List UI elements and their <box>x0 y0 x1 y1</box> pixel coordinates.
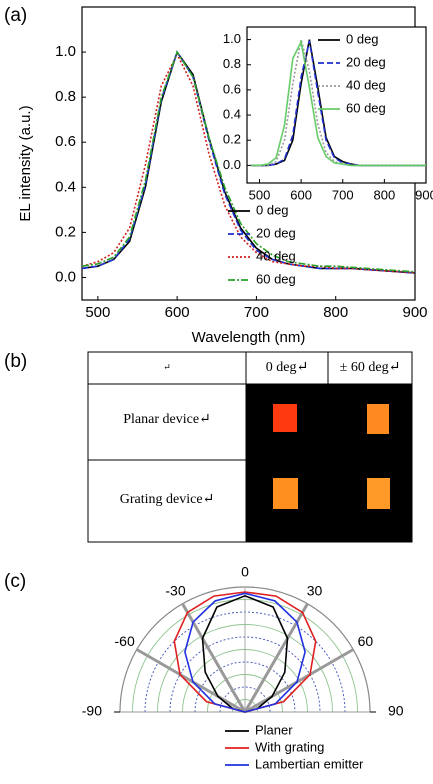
y-tick-label: 0.2 <box>55 223 76 240</box>
angle-spoke <box>135 648 246 714</box>
table-header: ↵ <box>163 362 171 372</box>
x-tick-label: 900 <box>402 304 427 321</box>
legend-label: 20 deg <box>256 225 296 240</box>
x-tick-label: 500 <box>85 304 110 321</box>
x-tick-label: 700 <box>244 304 269 321</box>
x-tick-label: 600 <box>165 304 190 321</box>
legend-label: 20 deg <box>346 54 386 69</box>
angle-label: 30 <box>307 582 323 598</box>
legend-label: 40 deg <box>256 248 296 263</box>
angle-spoke <box>244 648 355 714</box>
emission-spot <box>273 478 298 509</box>
y-tick-label: 0.6 <box>223 81 241 96</box>
series-line <box>81 52 416 274</box>
row-label: Planar device↵ <box>123 412 211 427</box>
table-header: 0 deg↵ <box>266 360 308 375</box>
legend-label: Planer <box>255 722 293 737</box>
panel-label: (c) <box>4 571 26 592</box>
angle-spoke <box>181 602 247 713</box>
legend-label: 0 deg <box>346 31 379 46</box>
y-axis-label: EL intensity (a.u.) <box>17 105 34 221</box>
row-label: Grating device↵ <box>120 492 215 507</box>
emission-spot <box>273 404 297 432</box>
y-tick-label: 1.0 <box>223 31 241 46</box>
device-table: ↵ 0 deg↵ ± 60 deg↵ Planar device↵ Gratin… <box>87 351 413 543</box>
x-tick-label: 500 <box>249 187 271 202</box>
angle-spoke <box>243 602 309 713</box>
angle-label: 0 <box>241 564 249 580</box>
x-tick-label: 800 <box>374 187 396 202</box>
series-line <box>251 39 426 167</box>
x-tick-label: 800 <box>323 304 348 321</box>
y-tick-label: 0.8 <box>223 56 241 71</box>
y-tick-label: 0.4 <box>55 178 76 195</box>
x-axis-label: Wavelength (nm) <box>192 329 306 346</box>
x-tick-label: 900 <box>415 187 433 202</box>
angle-label: 60 <box>358 633 374 649</box>
series-line <box>201 594 289 713</box>
y-tick-label: 0.6 <box>55 133 76 150</box>
series-line <box>81 50 416 274</box>
panel-label: (a) <box>4 5 27 26</box>
x-tick-label: 600 <box>290 187 312 202</box>
panel-label: (b) <box>4 351 27 372</box>
legend-label: 40 deg <box>346 77 386 92</box>
angle-label: -60 <box>115 633 135 649</box>
y-tick-label: 0.2 <box>223 132 241 147</box>
y-tick-label: 0.0 <box>55 268 76 285</box>
y-tick-label: 1.0 <box>55 43 76 60</box>
table-header: ± 60 deg↵ <box>340 360 401 375</box>
series-line <box>251 40 426 167</box>
legend-label: Lambertian emitter <box>255 756 364 771</box>
x-tick-label: 700 <box>332 187 354 202</box>
y-tick-label: 0.4 <box>223 107 241 122</box>
legend-label: 60 deg <box>256 271 296 286</box>
series-line <box>184 592 306 713</box>
legend-label: 0 deg <box>256 202 289 217</box>
legend-label: 60 deg <box>346 100 386 115</box>
table-border <box>87 351 413 543</box>
angle-label: 90 <box>388 703 404 719</box>
emission-spot <box>367 404 389 434</box>
y-tick-label: 0.8 <box>55 88 76 105</box>
legend-label: With grating <box>255 739 324 754</box>
emission-spot <box>367 478 390 509</box>
angle-label: -30 <box>165 582 185 598</box>
angle-label: -90 <box>82 703 102 719</box>
series-line <box>173 591 317 713</box>
y-tick-label: 0.0 <box>223 157 241 172</box>
